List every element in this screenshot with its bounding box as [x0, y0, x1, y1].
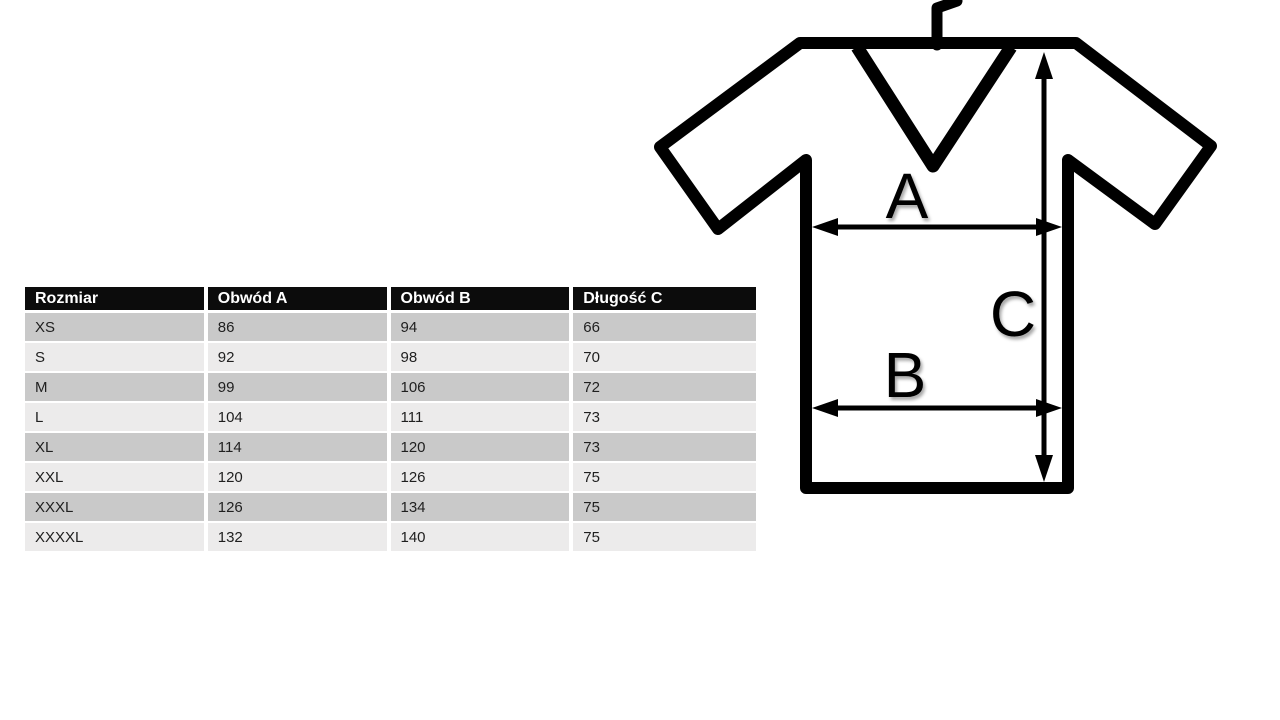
cell-obwod-b: 140: [390, 523, 574, 553]
size-table: Rozmiar Obwód A Obwód B Długość C XS 86 …: [25, 287, 756, 553]
arrow-a: [812, 218, 1062, 236]
cell-obwod-b: 94: [390, 313, 574, 343]
table-row-m: M 99 106 72: [25, 373, 756, 403]
arrow-b: [812, 399, 1062, 417]
cell-obwod-b: 120: [390, 433, 574, 463]
cell-dlugosc: 73: [573, 403, 756, 433]
column-header-dlugosc-c: Długość C: [573, 287, 756, 313]
cell-size: XXL: [25, 463, 208, 493]
table-row-xxxl: XXXL 126 134 75: [25, 493, 756, 523]
v-neck-collar: [851, 43, 1017, 173]
tshirt-outline: [654, 37, 1217, 494]
cell-size: XL: [25, 433, 208, 463]
table-row-xxxxl: XXXXL 132 140 75: [25, 523, 756, 553]
table-row-xs: XS 86 94 66: [25, 313, 756, 343]
measurement-label-b: B: [883, 339, 927, 411]
column-header-obwod-a: Obwód A: [207, 287, 391, 313]
cell-obwod-b: 106: [390, 373, 574, 403]
table-row-xl: XL 114 120 73: [25, 433, 756, 463]
cell-obwod-a: 120: [207, 463, 391, 493]
cell-dlugosc: 73: [573, 433, 756, 463]
cell-obwod-a: 114: [207, 433, 391, 463]
table-row-s: S 92 98 70: [25, 343, 756, 373]
hanger-hook-icon: [931, 0, 963, 51]
cell-obwod-a: 132: [207, 523, 391, 553]
cell-dlugosc: 75: [573, 523, 756, 553]
measurement-label-c: C: [989, 278, 1037, 350]
cell-obwod-b: 111: [390, 403, 574, 433]
cell-size: XXXXL: [25, 523, 208, 553]
cell-size: L: [25, 403, 208, 433]
cell-obwod-b: 134: [390, 493, 574, 523]
cell-dlugosc: 75: [573, 463, 756, 493]
cell-dlugosc: 75: [573, 493, 756, 523]
cell-dlugosc: 72: [573, 373, 756, 403]
table-row-l: L 104 111 73: [25, 403, 756, 433]
column-header-rozmiar: Rozmiar: [25, 287, 208, 313]
cell-size: XXXL: [25, 493, 208, 523]
cell-obwod-b: 98: [390, 343, 574, 373]
cell-size: S: [25, 343, 208, 373]
cell-size: M: [25, 373, 208, 403]
cell-dlugosc: 66: [573, 313, 756, 343]
cell-obwod-b: 126: [390, 463, 574, 493]
cell-size: XS: [25, 313, 208, 343]
cell-obwod-a: 126: [207, 493, 391, 523]
table-row-xxl: XXL 120 126 75: [25, 463, 756, 493]
arrow-c: [1035, 52, 1053, 482]
column-header-obwod-b: Obwód B: [390, 287, 574, 313]
table-header-row: Rozmiar Obwód A Obwód B Długość C: [25, 287, 756, 313]
cell-dlugosc: 70: [573, 343, 756, 373]
cell-obwod-a: 104: [207, 403, 391, 433]
measurement-label-a: A: [885, 160, 929, 232]
cell-obwod-a: 92: [207, 343, 391, 373]
cell-obwod-a: 86: [207, 313, 391, 343]
cell-obwod-a: 99: [207, 373, 391, 403]
